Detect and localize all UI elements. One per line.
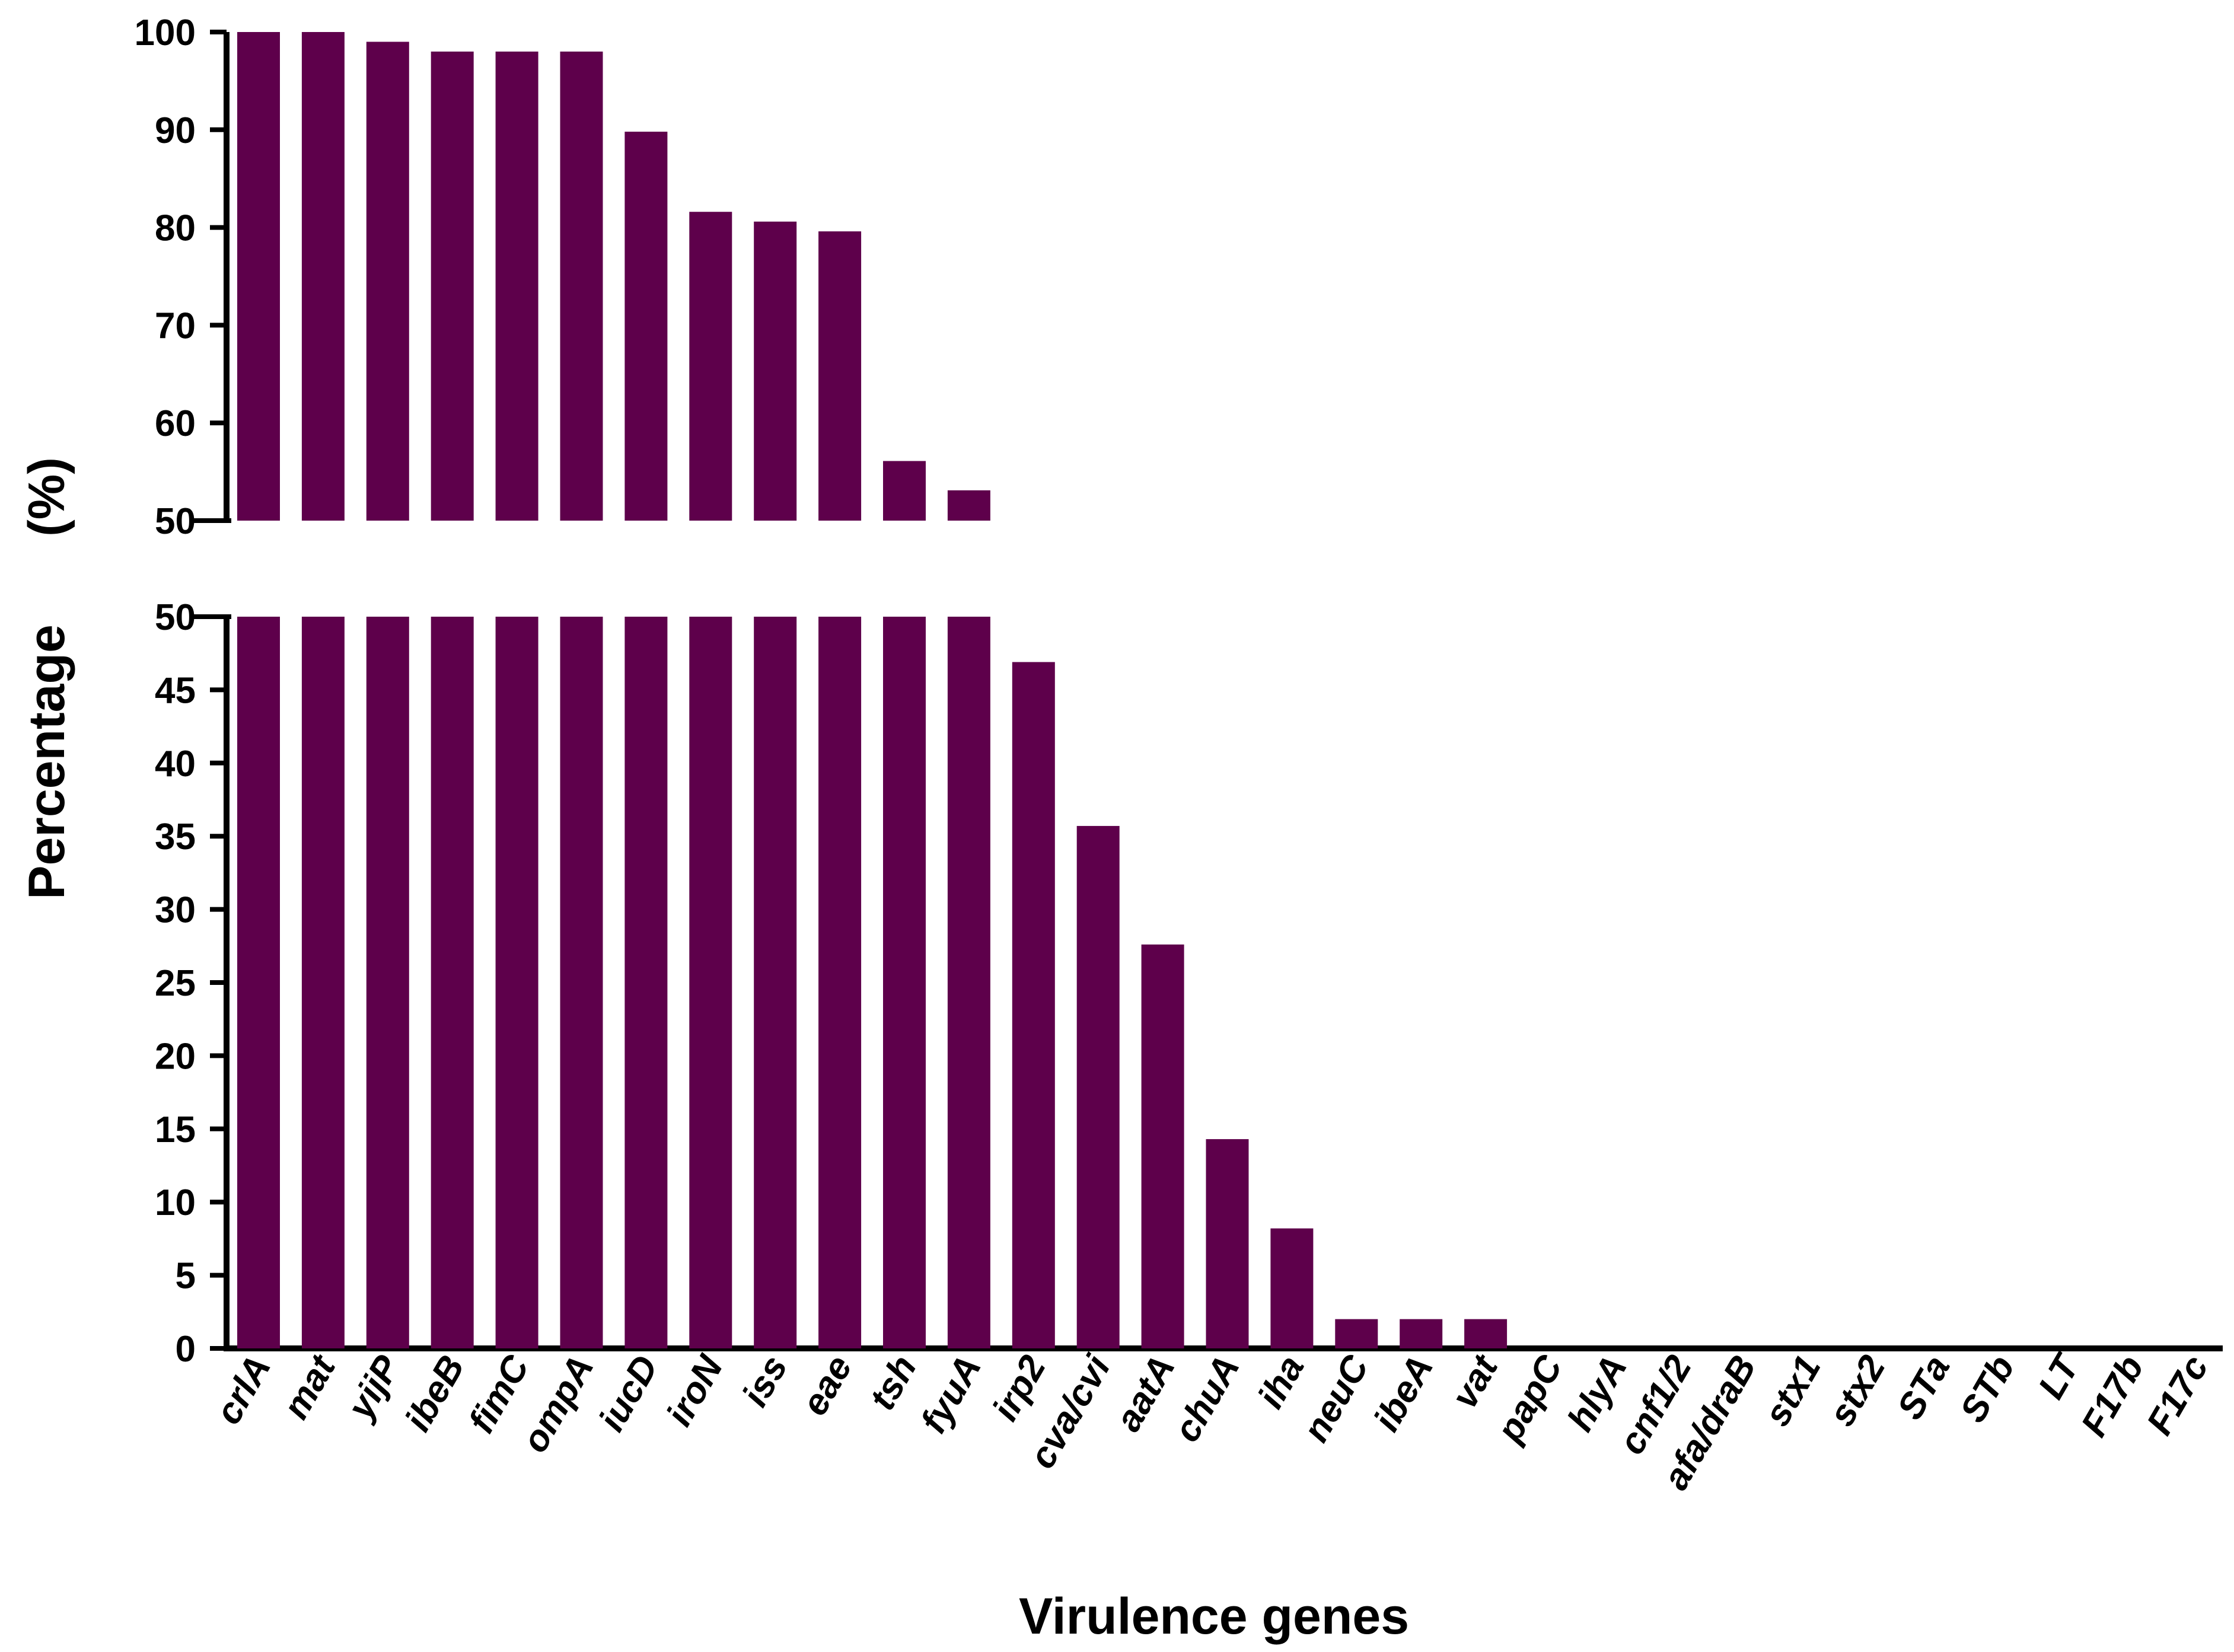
x-tick-label: F17b xyxy=(2073,1349,2152,1444)
bar-upper-crlA xyxy=(237,32,280,521)
x-tick-label: neuC xyxy=(1295,1348,1377,1449)
bar-upper-fimC xyxy=(495,51,538,521)
bar-upper-iss xyxy=(754,221,797,521)
bar-lower-aatA xyxy=(1141,944,1184,1348)
bar-lower-iha xyxy=(1270,1228,1314,1348)
x-axis-title: Virulence genes xyxy=(1019,1588,1409,1645)
x-tick-label: STa xyxy=(1889,1349,1958,1427)
bar-upper-iucD xyxy=(624,132,668,521)
bar-lower-ibeA xyxy=(1400,1319,1443,1348)
x-tick-label: papC xyxy=(1489,1348,1571,1450)
x-tick-label: iss xyxy=(734,1349,795,1414)
lower-y-tick-label: 10 xyxy=(155,1182,196,1223)
x-tick-label: ibeA xyxy=(1366,1349,1441,1439)
x-tick-label: LT xyxy=(2031,1346,2089,1406)
x-tick-label: irp2 xyxy=(984,1349,1054,1428)
lower-y-tick-label: 15 xyxy=(155,1109,196,1150)
upper-y-axis: 50 60 70 80 90 100 xyxy=(135,12,231,542)
bar-upper-yijP xyxy=(366,42,409,521)
bar-lower-cva/cvi xyxy=(1076,825,1120,1348)
bar-lower-mat xyxy=(301,617,345,1348)
x-tick-label: iha xyxy=(1250,1349,1312,1415)
x-tick-label: stx1 xyxy=(1757,1349,1829,1433)
x-tick-label: stx2 xyxy=(1821,1349,1894,1433)
lower-y-tick-label: 30 xyxy=(155,890,196,931)
bar-lower-ompA xyxy=(560,617,603,1348)
x-tick-label: chuA xyxy=(1166,1349,1247,1449)
lower-y-tick-label: 20 xyxy=(155,1036,196,1077)
bar-lower-fimC xyxy=(495,617,538,1348)
x-tick-label: tsh xyxy=(862,1349,925,1417)
x-tick-label: STb xyxy=(1952,1349,2022,1430)
bar-upper-fyuA xyxy=(947,490,990,521)
upper-y-tick-label: 90 xyxy=(155,110,196,151)
lower-y-tick-label: 25 xyxy=(155,963,196,1004)
x-tick-label: crlA xyxy=(208,1349,279,1431)
bar-lower-neuC xyxy=(1335,1319,1378,1348)
lower-y-tick-label: 45 xyxy=(155,670,196,711)
x-tick-label: mat xyxy=(275,1347,344,1425)
upper-y-tick-label: 100 xyxy=(135,12,196,53)
bar-lower-tsh xyxy=(883,617,926,1348)
x-tick-label: F17c xyxy=(2139,1349,2216,1442)
lower-y-tick-label: 35 xyxy=(155,817,196,857)
x-tick-label: yijP xyxy=(339,1348,409,1427)
upper-y-tick-label: 50 xyxy=(155,501,196,542)
upper-y-tick-label: 60 xyxy=(155,403,196,444)
bar-lower-chuA xyxy=(1206,1139,1249,1348)
x-tick-label: eae xyxy=(794,1349,860,1423)
bar-upper-iroN xyxy=(689,212,732,521)
lower-y-tick-label: 0 xyxy=(176,1329,196,1370)
bar-lower-iucD xyxy=(624,617,668,1348)
bar-lower-vat xyxy=(1464,1319,1508,1348)
x-tick-label: vat xyxy=(1444,1347,1507,1415)
bars-group xyxy=(237,32,1508,1348)
bar-lower-irp2 xyxy=(1012,662,1055,1348)
bar-upper-eae xyxy=(818,231,862,521)
bar-upper-ibeB xyxy=(431,51,474,521)
bar-upper-tsh xyxy=(883,461,926,521)
bar-lower-iss xyxy=(754,617,797,1348)
lower-y-tick-label: 5 xyxy=(176,1256,196,1297)
x-tick-label: fyuA xyxy=(913,1349,989,1440)
bar-lower-eae xyxy=(818,617,862,1348)
upper-y-tick-label: 80 xyxy=(155,208,196,249)
y-axis-title: Percentage xyxy=(18,624,75,900)
x-tick-label: iroN xyxy=(659,1348,731,1433)
bar-lower-iroN xyxy=(689,617,732,1348)
lower-y-tick-label: 40 xyxy=(155,744,196,784)
x-tick-label: ibeB xyxy=(397,1349,473,1439)
lower-y-tick-label: 50 xyxy=(155,597,196,638)
bar-lower-ibeB xyxy=(431,617,474,1348)
bar-lower-crlA xyxy=(237,617,280,1348)
bar-upper-mat xyxy=(301,32,345,521)
bar-upper-ompA xyxy=(560,51,603,521)
y-axis-unit: (%) xyxy=(18,457,75,537)
bar-lower-fyuA xyxy=(947,617,990,1348)
x-tick-label: iucD xyxy=(591,1349,667,1439)
bar-lower-yijP xyxy=(366,617,409,1348)
upper-y-tick-label: 70 xyxy=(155,305,196,346)
